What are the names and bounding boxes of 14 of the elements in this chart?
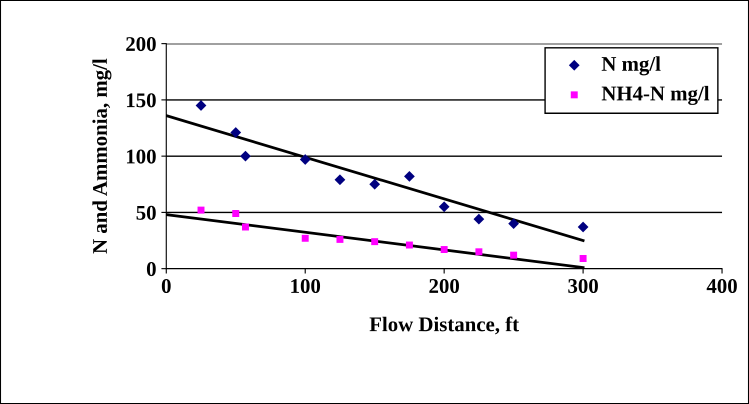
legend-label: N mg/l <box>602 56 661 76</box>
y-tick-label: 100 <box>126 150 156 164</box>
x-axis-title: Flow Distance, ft <box>370 316 519 334</box>
legend-label: NH4-N mg/l <box>602 86 710 105</box>
x-tick-label: 300 <box>568 278 598 294</box>
x-tick-label: 400 <box>706 278 737 294</box>
y-axis-title: N and Ammonia, mg/l <box>92 58 112 254</box>
y-tick-label: 50 <box>136 206 156 220</box>
x-tick-label: 0 <box>162 278 171 294</box>
y-tick-label: 0 <box>146 262 156 276</box>
x-tick-label: 200 <box>429 278 459 294</box>
y-tick-label: 150 <box>126 93 156 108</box>
y-tick-label: 200 <box>126 37 156 52</box>
x-tick-label: 100 <box>291 278 320 294</box>
